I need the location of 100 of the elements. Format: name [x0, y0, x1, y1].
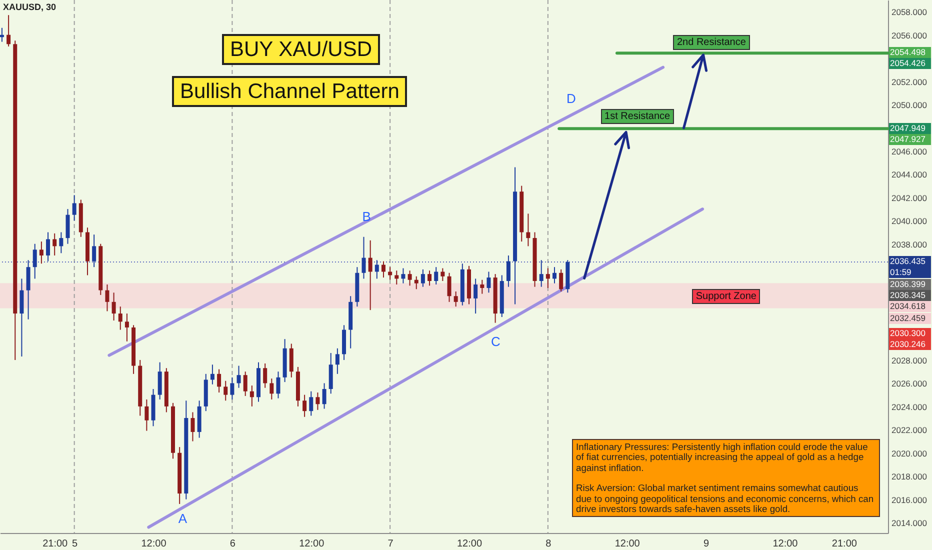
y-tick-label: 2042.000 [892, 192, 928, 203]
candlestick [32, 243, 37, 280]
y-tick-label: 2014.000 [892, 518, 928, 528]
x-tick-label: 8 [546, 538, 552, 550]
candlestick [539, 260, 544, 288]
candlestick [362, 236, 366, 280]
candlestick [506, 254, 510, 288]
candlestick [6, 14, 11, 47]
text: 2054.426 [889, 58, 931, 68]
text: 2036.435 [889, 256, 931, 266]
y-tick-label: 2044.000 [892, 170, 928, 180]
text: Bullish Channel Pattern [172, 76, 408, 108]
candlestick [374, 260, 379, 280]
text: 2054.498 [889, 46, 931, 58]
annotation: B [362, 209, 371, 224]
candlestick [381, 260, 386, 278]
text: 2030.246 [889, 338, 931, 350]
candlestick [447, 272, 452, 302]
candlestick [276, 371, 280, 399]
y-tick-label: 2058.000 [892, 7, 928, 18]
y-tick-label: 2020.000 [892, 448, 928, 458]
candlestick [52, 232, 57, 256]
x-tick-label: 9 [704, 538, 710, 550]
candlestick [420, 268, 425, 288]
candlestick [322, 382, 326, 410]
candlestick [270, 378, 274, 400]
candlestick [46, 232, 50, 262]
candlestick [236, 365, 241, 388]
candlestick [316, 392, 320, 410]
candlestick [250, 385, 254, 407]
candlestick [428, 270, 432, 286]
candlestick [552, 266, 557, 284]
text: 2047.927 [889, 134, 931, 144]
candlestick [118, 306, 122, 330]
text: 2032.459 [889, 312, 931, 324]
candlestick [559, 268, 564, 292]
candlestick [243, 371, 248, 396]
candlestick [92, 234, 96, 268]
candlestick [263, 362, 268, 388]
annotation: 2nd Resistance [673, 34, 750, 50]
text: 01:59 [889, 266, 931, 278]
y-tick-label: 2016.000 [892, 494, 928, 505]
candlestick [388, 266, 392, 280]
y-tick-label: 2018.000 [892, 472, 928, 482]
text: 2036.345 [889, 290, 931, 300]
y-tick-label: 2046.000 [892, 146, 928, 156]
candlestick [526, 213, 530, 247]
candlestick [486, 271, 491, 294]
candlestick [289, 343, 294, 378]
candlestick [401, 268, 406, 284]
y-tick-label: 2022.000 [892, 425, 928, 436]
candlestick [190, 412, 195, 442]
candlestick [59, 232, 64, 254]
candlestick [394, 270, 399, 285]
x-tick-label: 21:00 [42, 538, 68, 550]
x-tick-label: 12:00 [299, 538, 325, 550]
y-tick-label: 2040.000 [892, 216, 928, 226]
x-tick-label: 12:00 [456, 538, 482, 550]
x-tick-label: 6 [230, 538, 236, 550]
candlestick [224, 380, 228, 402]
candlestick [26, 260, 30, 320]
y-tick-label: 2024.000 [892, 402, 928, 412]
text: BUY XAU/USD [222, 34, 380, 66]
y-tick-label: 2026.000 [892, 378, 928, 389]
candlestick [302, 394, 307, 418]
candlestick [309, 390, 314, 416]
y-tick-label: 2028.000 [892, 355, 928, 366]
text: 2047.949 [889, 122, 931, 134]
candlestick [440, 268, 445, 282]
annotation: Support Zone [692, 288, 760, 304]
candlestick [105, 284, 110, 312]
candlestick [144, 398, 149, 432]
candlestick [20, 278, 24, 357]
x-tick-label: 12:00 [772, 538, 798, 550]
annotation: 1st Resistance [600, 109, 674, 124]
candlestick [124, 313, 129, 342]
text: 2034.618 [889, 300, 931, 312]
text: 2030.300 [889, 328, 931, 338]
candlestick [434, 266, 438, 285]
y-tick-label: 2052.000 [892, 76, 928, 87]
x-tick-label: 21:00 [832, 538, 858, 550]
annotation: Inflationary Pressures: Persistently high inflation could erode the value of fiat currencies, potentially increasing the appeal of gold as a hedge against inflation. Risk Aversion: Global market sentiment remains somewhat cautious due to ongoing geopolitical tensions and economic concerns, which can drive investors towards safe-haven assets like gold. [572, 439, 880, 518]
candlestick [217, 368, 222, 393]
y-tick-label: 2050.000 [892, 100, 928, 110]
x-tick-label: 12:00 [614, 538, 640, 550]
candlestick [335, 348, 340, 374]
y-tick-label: 2038.000 [892, 239, 928, 250]
candlestick [66, 208, 70, 244]
candlestick [72, 194, 76, 222]
text: 2036.399 [889, 278, 931, 290]
candlestick [230, 376, 234, 400]
x-tick-label: 5 [72, 538, 78, 550]
annotation: C [491, 334, 500, 350]
candlestick [546, 268, 550, 288]
candlestick [39, 241, 44, 264]
candlestick [408, 270, 412, 286]
candlestick [112, 292, 116, 321]
candlestick [454, 290, 458, 308]
annotation: XAUUSD, 30 [3, 2, 56, 13]
candlestick [474, 278, 478, 314]
